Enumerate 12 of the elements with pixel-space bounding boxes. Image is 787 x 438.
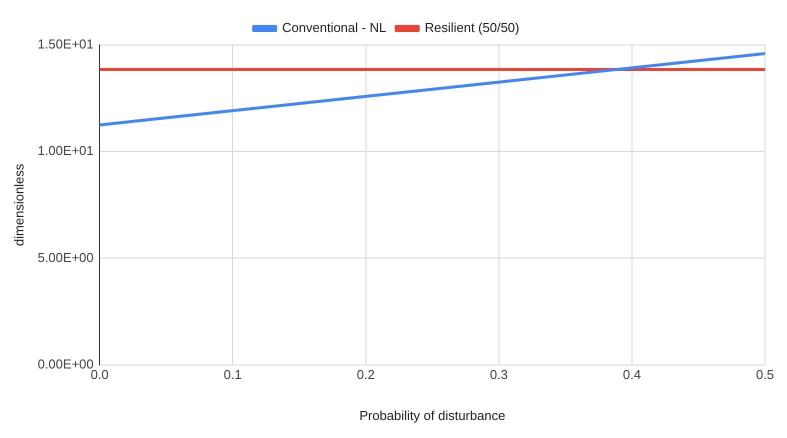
y-tick-label: 1.50E+01 — [38, 36, 94, 52]
x-tick-label: 0.3 — [490, 367, 508, 382]
legend-label: Conventional - NL — [282, 20, 386, 36]
x-tick-label: 0.5 — [756, 367, 774, 382]
y-tick-label: 1.00E+01 — [38, 143, 94, 158]
y-axis-title: dimensionless — [11, 163, 26, 246]
x-tick-label: 0.1 — [224, 367, 242, 382]
legend-label: Resilient (50/50) — [424, 20, 520, 36]
x-tick-label: 0.4 — [622, 367, 641, 382]
y-tick-label: 5.00E+00 — [38, 250, 94, 265]
x-axis-title: Probability of disturbance — [359, 408, 506, 423]
x-tick-label: 0.2 — [356, 367, 375, 382]
